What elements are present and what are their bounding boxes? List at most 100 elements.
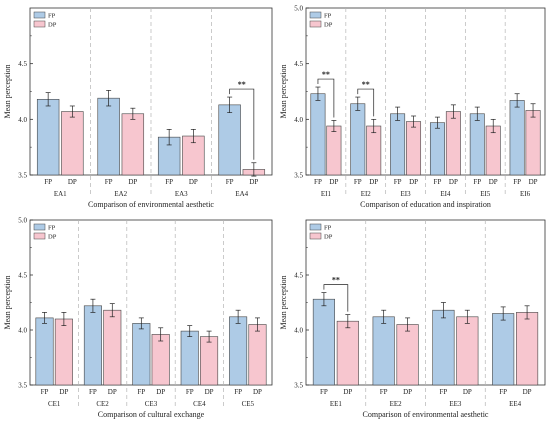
legend: FP DP (309, 223, 333, 241)
bar-label: DP (449, 178, 458, 186)
bar-label: FP (226, 178, 234, 186)
chart-panel-3: 3.5 4.0 4.5 5.0 Mean perception FP DP CE1 FP DP CE… (3, 217, 273, 419)
legend: FP DP (33, 11, 57, 29)
bar-dp-ei6 (525, 110, 541, 176)
y-tick-label: 3.5 (18, 172, 27, 180)
legend-label-fp: FP (48, 225, 56, 232)
significance-label: ** (238, 80, 246, 89)
y-tick-label: 4.0 (18, 327, 27, 335)
x-axis-label: Comparison of education and inspiration (360, 200, 491, 209)
bar-fp-ee3 (432, 309, 455, 386)
bar-fp-ce5 (229, 316, 248, 386)
bar-fp-ei4 (429, 122, 445, 176)
bar-label: DP (59, 388, 68, 396)
bar-label: FP (186, 388, 194, 396)
bar-label: FP (434, 178, 442, 186)
bar-label: DP (523, 388, 532, 396)
significance-bracket (323, 284, 349, 312)
group-label: EE1 (330, 400, 343, 408)
bar-label: FP (440, 388, 448, 396)
bar-dp-ee4 (516, 312, 539, 386)
bar-dp-ei2 (366, 125, 382, 176)
legend-label-dp: DP (48, 234, 57, 241)
significance-bracket (317, 78, 335, 118)
legend-swatch-fp (309, 223, 322, 231)
x-axis-label: Comparison of environmental aesthetic (363, 410, 489, 419)
group-label: EA4 (235, 190, 248, 198)
bar-dp-ce5 (248, 324, 267, 386)
bar-dp-ce4 (200, 336, 219, 386)
group-label: EE3 (449, 400, 462, 408)
y-axis-label: Mean perception (279, 276, 288, 330)
y-tick-label: 3.5 (294, 382, 303, 390)
legend-label-dp: DP (48, 22, 57, 29)
group-label: CE5 (242, 400, 255, 408)
bar-label: FP (380, 388, 388, 396)
x-axis-label: Comparison of environmental aesthetic (88, 200, 214, 209)
bar-fp-ei2 (350, 103, 366, 176)
significance-label: ** (362, 80, 370, 89)
group-label: CE1 (48, 400, 61, 408)
bar-label: DP (403, 388, 412, 396)
bar-dp-ea2 (121, 113, 145, 176)
group-label: EA2 (114, 190, 127, 198)
legend-swatch-fp (33, 223, 46, 231)
bar-dp-ea1 (61, 111, 84, 176)
bar-label: FP (165, 178, 173, 186)
y-axis-label: Mean perception (279, 65, 288, 119)
group-label: EI6 (520, 190, 531, 198)
group-label: EI4 (440, 190, 451, 198)
group-label: EA1 (54, 190, 67, 198)
bar-label: FP (41, 388, 49, 396)
group-label: EI5 (480, 190, 491, 198)
group-label: EI2 (361, 190, 372, 198)
bar-label: DP (189, 178, 198, 186)
group-label: EE4 (509, 400, 522, 408)
y-tick-label: 4.0 (18, 116, 27, 124)
bar-fp-ce1 (35, 317, 54, 386)
bar-dp-ce1 (54, 318, 73, 386)
group-label: CE4 (193, 400, 206, 408)
bar-label: DP (343, 388, 352, 396)
y-tick-label: 4.0 (294, 327, 303, 335)
group-label: CE3 (145, 400, 158, 408)
bar-fp-ce4 (180, 330, 199, 386)
legend-label-fp: FP (48, 13, 56, 20)
bar-label: DP (249, 178, 258, 186)
significance-label: ** (332, 276, 340, 285)
bar-dp-ei3 (406, 121, 422, 176)
bar-dp-ce2 (103, 309, 122, 386)
bar-label: FP (44, 178, 52, 186)
bar-label: FP (320, 388, 328, 396)
y-tick-label: 5.0 (294, 5, 303, 13)
legend: FP DP (309, 11, 333, 29)
bar-fp-ei1 (310, 93, 326, 176)
bar-label: DP (156, 388, 165, 396)
bar-dp-ei1 (326, 125, 342, 176)
bar-dp-ei5 (485, 125, 501, 176)
bar-dp-ce3 (151, 334, 170, 386)
bar-label: DP (463, 388, 472, 396)
bar-label: DP (489, 178, 498, 186)
bar-dp-ee2 (396, 324, 419, 386)
bar-label: DP (409, 178, 418, 186)
bar-label: FP (137, 388, 145, 396)
bar-label: FP (499, 388, 507, 396)
y-tick-label: 3.5 (18, 382, 27, 390)
chart-panel-2: 3.5 4.0 4.5 5.0 Mean perception FP DP EI1 FP DP EI… (279, 5, 546, 209)
bar-fp-ei3 (390, 113, 406, 176)
y-tick-label: 5.0 (18, 217, 27, 225)
legend-label-dp: DP (324, 234, 333, 241)
bar-label: DP (529, 178, 538, 186)
bar-label: DP (329, 178, 338, 186)
bar-fp-ea4 (218, 104, 241, 176)
legend-label-dp: DP (324, 22, 333, 29)
y-tick-label: 4.5 (294, 272, 303, 280)
group-label: EA3 (175, 190, 188, 198)
bar-fp-ce2 (83, 305, 102, 386)
bar-label: FP (89, 388, 97, 396)
bar-fp-ee2 (372, 316, 395, 386)
y-tick-label: 3.5 (294, 172, 303, 180)
bar-dp-ei4 (445, 111, 461, 176)
